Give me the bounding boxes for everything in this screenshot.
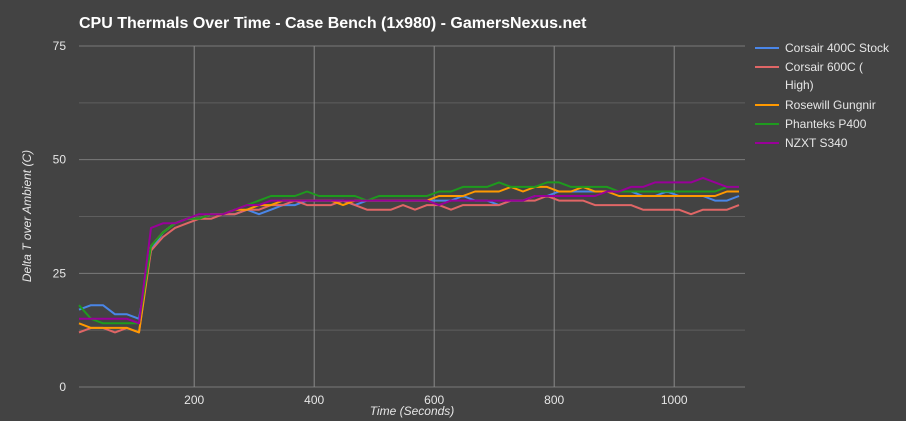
tick-labels: 200 400 600 800 1000 0 25 50 75 xyxy=(53,39,688,407)
series-line xyxy=(79,176,739,325)
legend-label: Phanteks P400 xyxy=(785,117,867,131)
gridlines xyxy=(79,45,745,388)
x-tick-label: 400 xyxy=(304,393,324,407)
legend-item: NZXT S340 xyxy=(755,136,848,150)
y-axis-label: Delta T over Ambient (C) xyxy=(20,150,34,282)
y-tick-label: 75 xyxy=(53,39,67,53)
x-axis-label: Time (Seconds) xyxy=(370,404,455,418)
legend-label: Corsair 400C Stock xyxy=(785,41,890,55)
chart-title: CPU Thermals Over Time - Case Bench (1x9… xyxy=(79,15,587,32)
y-tick-label: 0 xyxy=(59,380,66,394)
legend-item: Phanteks P400 xyxy=(755,117,867,131)
legend: Corsair 400C Stock Corsair 600C ( High) Ros… xyxy=(755,41,890,150)
y-tick-label: 50 xyxy=(53,153,67,167)
series-lines xyxy=(78,176,740,334)
legend-label: High) xyxy=(785,78,814,92)
series-line xyxy=(78,195,740,334)
legend-label: Corsair 600C ( xyxy=(785,60,863,74)
x-tick-label: 800 xyxy=(544,393,564,407)
legend-item: Corsair 400C Stock xyxy=(755,41,890,55)
y-tick-label: 25 xyxy=(53,266,67,280)
legend-label: NZXT S340 xyxy=(785,136,848,150)
legend-item: Rosewill Gungnir xyxy=(755,98,876,112)
x-tick-label: 1000 xyxy=(661,393,688,407)
legend-item: Corsair 600C ( High) xyxy=(755,60,863,92)
x-tick-label: 600 xyxy=(424,393,444,407)
x-tick-label: 200 xyxy=(184,393,204,407)
legend-label: Rosewill Gungnir xyxy=(785,98,876,112)
